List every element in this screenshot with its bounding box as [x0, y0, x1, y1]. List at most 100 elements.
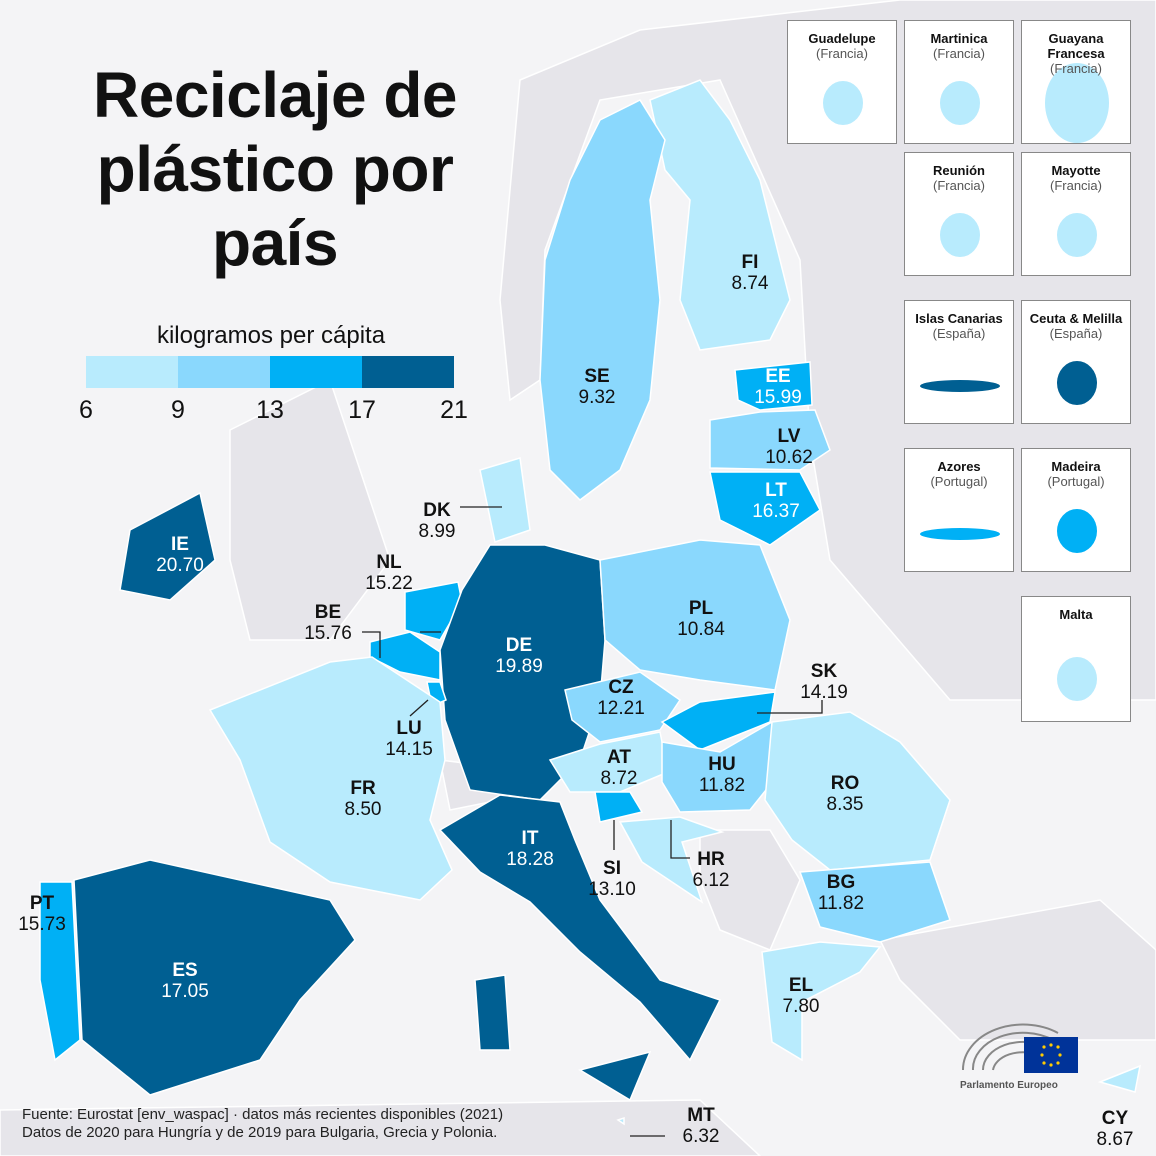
- country-sk: [660, 691, 776, 751]
- inset-shape: [1057, 657, 1097, 701]
- leader-line: [670, 820, 690, 859]
- country-value: 17.05: [161, 981, 209, 1002]
- inset-title: Islas Canarias: [915, 311, 1003, 326]
- country-cz: [564, 671, 682, 743]
- country-value: 10.62: [765, 447, 813, 468]
- country-label-fi: FI 8.74: [732, 252, 769, 294]
- inset-shape: [1057, 509, 1097, 553]
- inset-shape: [1057, 361, 1097, 405]
- title-line: Reciclaje de: [93, 59, 458, 131]
- country-si: [594, 791, 644, 823]
- country-code: DE: [505, 635, 533, 656]
- legend-swatch: [362, 356, 454, 388]
- country-code: IE: [171, 534, 189, 555]
- inset-shape: [940, 213, 980, 257]
- country-label-pl: PL 10.84: [677, 598, 725, 640]
- inset-title: Guayana Francesa: [1047, 31, 1105, 61]
- country-value: 7.80: [782, 996, 820, 1017]
- country-value: 8.35: [826, 794, 864, 815]
- inset-title: Madeira: [1051, 459, 1101, 474]
- country-label-hr: HR 6.12: [693, 849, 730, 891]
- island-shape: [1057, 361, 1097, 405]
- inset-country: (Francia): [1049, 178, 1102, 193]
- country-ie: [119, 491, 216, 601]
- legend-tick: 13: [256, 396, 284, 424]
- country-bg: [798, 861, 951, 943]
- inset-title: Ceuta & Melilla: [1029, 311, 1123, 326]
- country-value: 8.74: [731, 273, 769, 294]
- legend-swatch: [178, 356, 270, 388]
- inset-mayotte: Mayotte (Francia): [1021, 152, 1131, 276]
- country-se: [539, 99, 666, 501]
- country-code: NL: [376, 552, 402, 573]
- legend-tick: 6: [79, 396, 93, 424]
- inset-guadelupe: Guadelupe (Francia): [787, 20, 897, 144]
- country-lv: [709, 409, 831, 471]
- country-it-island: [474, 974, 511, 1051]
- country-value: 8.50: [344, 799, 382, 820]
- country-value: 11.82: [698, 775, 746, 796]
- source-note: Fuente: Eurostat [env_waspac] · datos má…: [22, 1106, 503, 1142]
- country-value: 8.99: [418, 521, 456, 542]
- country-label-pt: PT 15.73: [18, 893, 66, 935]
- country-label-cy: CY 8.67: [1097, 1108, 1134, 1150]
- country-value: 12.21: [597, 698, 645, 719]
- country-es: [73, 859, 356, 1096]
- inset-shape: [823, 81, 863, 125]
- country-fr: [208, 656, 453, 901]
- island-shape: [920, 528, 1000, 540]
- country-ee: [734, 361, 813, 411]
- country-label-lu: LU 14.15: [385, 718, 433, 760]
- country-dk: [479, 457, 531, 543]
- country-label-el: EL 7.80: [783, 975, 820, 1017]
- inset-country: (Portugal): [1047, 474, 1105, 489]
- parliament-logo-icon: [961, 1023, 1078, 1073]
- country-code: HR: [697, 849, 725, 870]
- country-value: 6.12: [692, 870, 730, 891]
- country-lt: [709, 471, 821, 546]
- country-label-de: DE 19.89: [495, 635, 543, 677]
- logo-text: Parlamento Europeo: [960, 1080, 1058, 1091]
- country-label-nl: NL 15.22: [365, 552, 413, 594]
- source-line: Fuente: Eurostat [env_waspac] · datos má…: [22, 1106, 504, 1123]
- leader-line: [757, 700, 823, 714]
- legend-swatch: [270, 356, 362, 388]
- country-code: DK: [423, 500, 451, 521]
- island-shape: [1057, 213, 1097, 257]
- uk-land: [229, 378, 391, 641]
- country-label-si: SI 13.10: [588, 858, 636, 900]
- country-label-sk: SK 14.19: [800, 661, 848, 703]
- legend-tick: 21: [440, 396, 468, 424]
- inset-reuni-n: Reunión (Francia): [904, 152, 1014, 276]
- country-label-be: BE 15.76: [304, 602, 352, 644]
- country-label-se: SE 9.32: [579, 366, 616, 408]
- country-code: BG: [826, 872, 856, 893]
- inset-madeira: Madeira (Portugal): [1021, 448, 1131, 572]
- country-label-lv: LV 10.62: [765, 426, 813, 468]
- country-code: BE: [314, 602, 342, 623]
- country-label-lt: LT 16.37: [752, 480, 800, 522]
- island-shape: [920, 380, 1000, 392]
- island-shape: [823, 81, 863, 125]
- country-code: IT: [521, 828, 539, 849]
- country-mt: [616, 1116, 625, 1126]
- inset-shape: [920, 380, 1000, 392]
- country-value: 9.32: [578, 387, 616, 408]
- country-value: 11.82: [817, 893, 865, 914]
- country-value: 19.89: [495, 656, 543, 677]
- island-shape: [940, 213, 980, 257]
- country-code: RO: [830, 773, 860, 794]
- country-value: 15.73: [18, 914, 66, 935]
- legend-swatch: [86, 356, 178, 388]
- country-code: EE: [765, 366, 791, 387]
- country-code: HU: [708, 754, 736, 775]
- legend-title: kilogramos per cápita: [156, 322, 386, 349]
- country-code: LT: [765, 480, 787, 501]
- country-value: 20.70: [156, 555, 204, 576]
- inset-country: (España): [1049, 326, 1103, 341]
- country-el: [761, 941, 882, 1062]
- inset-country: (Francia): [1049, 61, 1102, 76]
- country-value: 14.15: [385, 739, 433, 760]
- inset-country: (Francia): [932, 178, 985, 193]
- inset-title: Azores: [937, 459, 981, 474]
